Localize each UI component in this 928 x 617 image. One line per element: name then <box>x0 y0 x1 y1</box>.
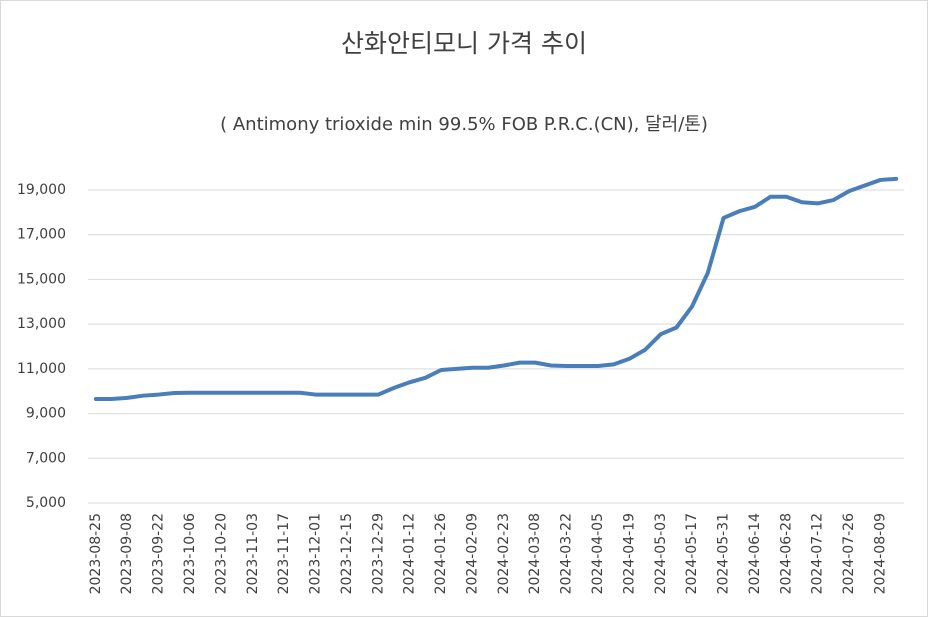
x-tick-label: 2024-05-17 <box>684 513 700 594</box>
line-series <box>93 176 899 402</box>
x-tick-label: 2024-05-31 <box>716 513 732 594</box>
y-tick-label: 13,000 <box>17 316 66 332</box>
x-tick-label: 2024-06-14 <box>747 513 763 594</box>
x-tick-label: 2023-11-17 <box>276 513 292 594</box>
chart-subtitle: ( Antimony trioxide min 99.5% FOB P.R.C.… <box>220 114 708 135</box>
x-tick-label: 2024-08-09 <box>872 513 888 594</box>
y-tick-label: 5,000 <box>26 495 66 511</box>
x-tick-label: 2024-02-23 <box>496 513 512 594</box>
y-tick-label: 9,000 <box>26 406 66 422</box>
x-tick-label: 2024-04-19 <box>621 513 637 594</box>
x-tick-label: 2024-02-09 <box>464 513 480 594</box>
y-tick-label: 19,000 <box>17 182 66 198</box>
x-tick-label: 2024-05-03 <box>653 513 669 594</box>
x-tick-label: 2024-03-22 <box>559 513 575 594</box>
y-tick-label: 7,000 <box>26 450 66 466</box>
x-tick-label: 2023-09-08 <box>119 513 135 594</box>
x-tick-label: 2024-01-26 <box>433 513 449 594</box>
x-tick-label: 2023-08-25 <box>88 513 104 594</box>
x-tick-label: 2023-10-06 <box>182 513 198 594</box>
y-tick-label: 15,000 <box>17 271 66 287</box>
x-tick-label: 2024-07-26 <box>841 513 857 594</box>
x-tick-label: 2023-12-01 <box>308 513 324 594</box>
y-tick-label: 17,000 <box>17 227 66 243</box>
x-tick-label: 2024-03-08 <box>527 513 543 594</box>
x-tick-label: 2023-10-20 <box>213 513 229 594</box>
x-tick-label: 2023-12-15 <box>339 513 355 594</box>
x-tick-label: 2024-04-05 <box>590 513 606 594</box>
x-tick-label: 2023-11-03 <box>245 513 261 594</box>
x-tick-label: 2024-06-28 <box>778 513 794 594</box>
x-tick-label: 2024-01-12 <box>402 513 418 594</box>
y-tick-label: 11,000 <box>17 361 66 377</box>
chart-title: 산화안티모니 가격 추이 <box>341 29 587 58</box>
x-tick-label: 2023-09-22 <box>151 513 167 594</box>
x-tick-label: 2024-07-12 <box>810 513 826 594</box>
x-tick-label: 2023-12-29 <box>370 513 386 594</box>
